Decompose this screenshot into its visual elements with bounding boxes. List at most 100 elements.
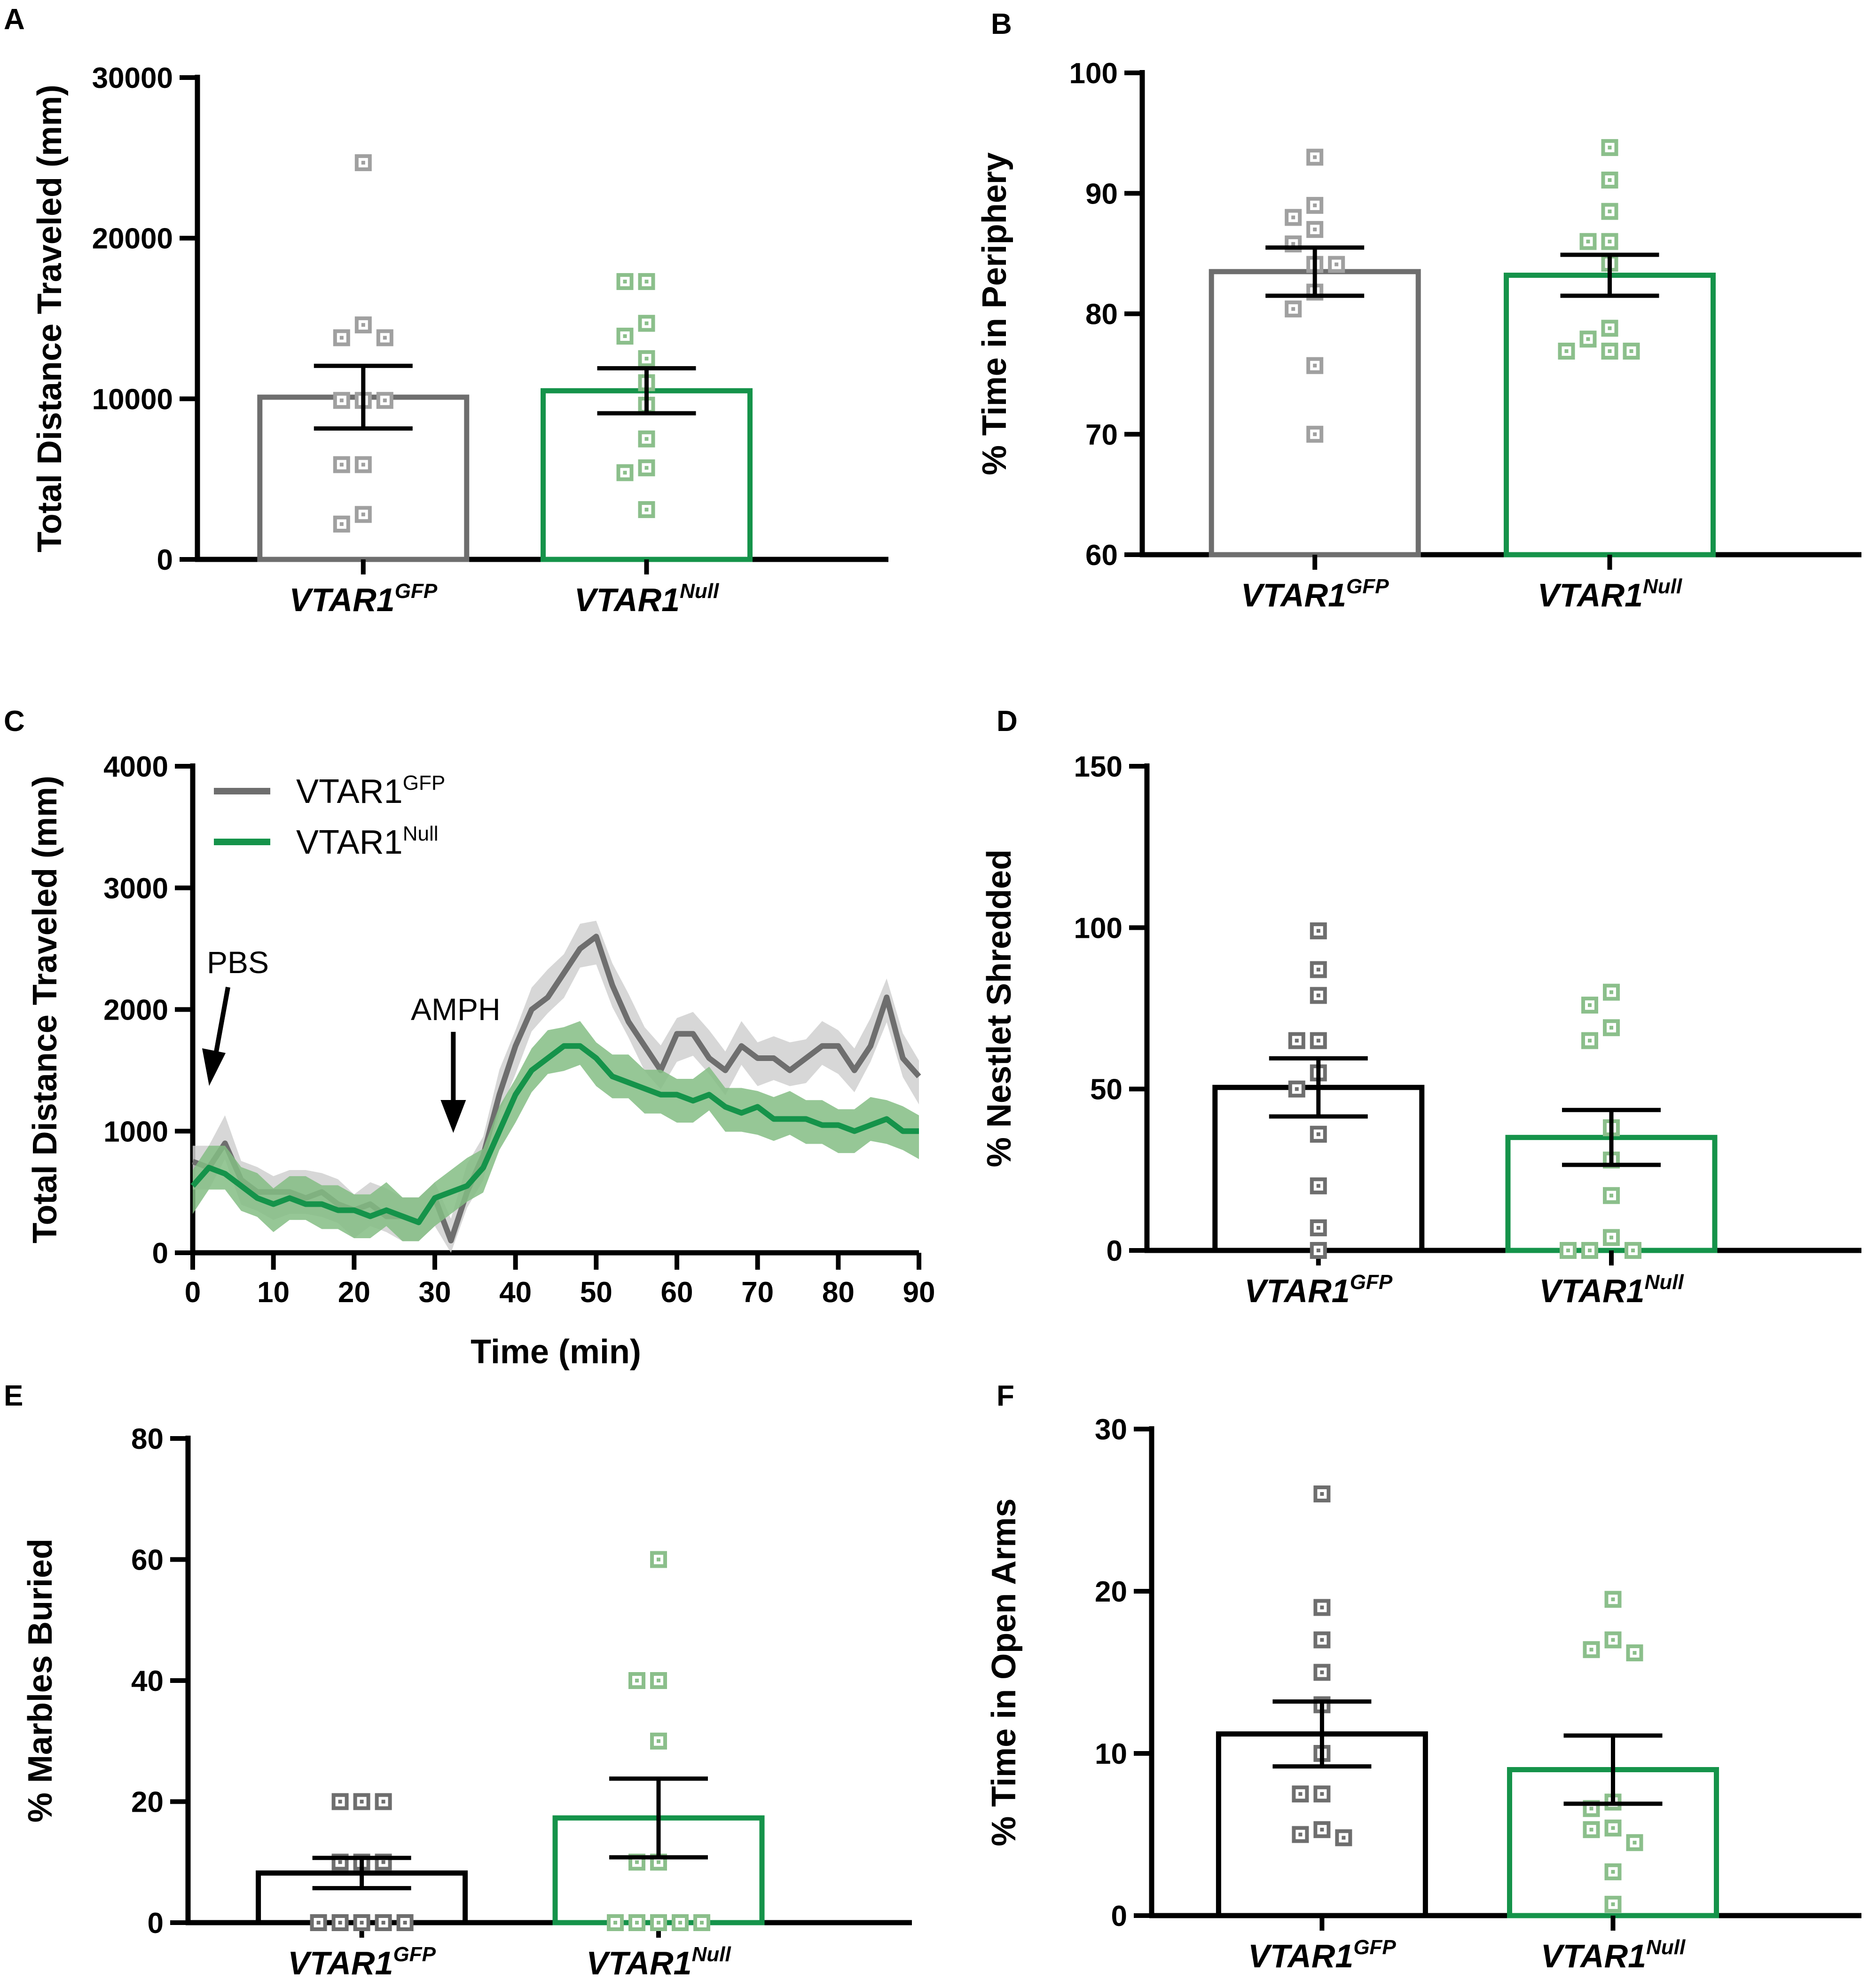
data-point-dot — [1608, 326, 1612, 330]
data-point-dot — [339, 336, 344, 340]
data-point-dot — [657, 1557, 660, 1562]
data-point-dot — [381, 1799, 385, 1804]
legend-entry: VTAR1GFP — [214, 771, 445, 810]
data-point-dot — [678, 1921, 682, 1925]
data-point-dot — [1611, 1638, 1615, 1642]
data-point-VTAR1GFP — [1292, 1826, 1309, 1843]
x-axis-title: Time (min) — [471, 1333, 641, 1371]
data-point-VTAR1Null — [1583, 1821, 1600, 1839]
data-point-dot — [1588, 1038, 1592, 1043]
data-point-marker — [1603, 1187, 1620, 1204]
data-point-marker — [1313, 1664, 1331, 1681]
data-point-dot — [361, 512, 365, 517]
data-point-dot — [1295, 1087, 1299, 1091]
data-point-dot — [1320, 1638, 1324, 1642]
y-tick-label: 150 — [1074, 751, 1122, 783]
data-point-marker — [650, 1914, 667, 1931]
legend-label-base: VTAR1 — [296, 824, 403, 861]
data-point-marker — [1285, 300, 1302, 318]
data-point-marker — [1604, 1591, 1622, 1608]
bar-VTAR1GFP — [1209, 269, 1421, 558]
data-point-dot — [1320, 1828, 1324, 1832]
data-point-dot — [657, 1739, 660, 1743]
data-point-marker — [1601, 342, 1618, 360]
panel-f-letter: F — [997, 1380, 1014, 1412]
data-point-dot — [361, 463, 365, 467]
data-point-dot — [1586, 337, 1590, 341]
data-point-dot — [644, 321, 649, 325]
data-point-marker — [376, 329, 393, 346]
data-point-VTAR1GFP — [1310, 961, 1327, 978]
data-point-marker — [628, 1914, 645, 1931]
data-point-dot — [339, 463, 344, 467]
data-point-VTAR1GFP — [375, 1793, 392, 1810]
data-point-dot — [1609, 1026, 1613, 1030]
data-point-VTAR1Null — [1603, 1229, 1620, 1246]
panel-b-letter: B — [991, 8, 1012, 40]
data-point-dot — [1588, 1249, 1592, 1252]
data-point-dot — [316, 1921, 321, 1925]
data-point-marker — [354, 316, 372, 334]
sem-band-VTAR1Null — [193, 1021, 919, 1241]
data-point-marker — [1306, 221, 1324, 238]
x-category-label-base: VTAR1 — [1538, 577, 1643, 613]
data-point-dot — [1316, 993, 1320, 998]
data-point-marker — [650, 1672, 667, 1689]
data-point-VTAR1Null — [616, 328, 634, 345]
data-point-VTAR1Null — [628, 1672, 645, 1689]
data-point-VTAR1Null — [1583, 1641, 1600, 1658]
data-point-dot — [1291, 242, 1295, 246]
y-tick-label: 40 — [131, 1665, 164, 1697]
panel-e-letter: E — [4, 1380, 23, 1412]
data-point-VTAR1GFP — [1310, 1032, 1327, 1049]
x-category-label-sup: Null — [1643, 575, 1682, 598]
data-point-dot — [1313, 432, 1317, 436]
y-tick-label: 80 — [131, 1423, 164, 1455]
data-point-VTAR1GFP — [1313, 1485, 1331, 1502]
data-point-VTAR1Null — [1601, 203, 1618, 220]
x-category-label-base: VTAR1 — [1248, 1938, 1353, 1974]
x-category-label-sup: GFP — [1346, 575, 1389, 598]
x-category-label-sup: GFP — [395, 580, 438, 603]
data-point-dot — [1608, 349, 1612, 353]
data-point-VTAR1Null — [1604, 1631, 1622, 1649]
x-tick-label: 80 — [822, 1276, 855, 1309]
x-category-label-base: VTAR1 — [586, 1945, 691, 1980]
legend-label-sup: GFP — [403, 771, 445, 794]
data-point-VTAR1GFP — [1288, 1080, 1305, 1098]
y-axis-title: Total Distance Traveled (mm) — [26, 776, 64, 1243]
data-point-dot — [644, 466, 649, 470]
data-point-VTAR1GFP — [1313, 1631, 1331, 1649]
data-point-dot — [1295, 1038, 1299, 1043]
data-point-VTAR1Null — [1581, 1242, 1598, 1259]
data-point-dot — [1313, 203, 1317, 207]
data-point-dot — [1629, 349, 1633, 353]
data-point-dot — [339, 398, 344, 402]
data-point-VTAR1GFP — [331, 1914, 349, 1931]
data-point-dot — [1609, 1235, 1613, 1240]
y-tick-label: 0 — [152, 1237, 168, 1270]
data-point-dot — [1291, 307, 1295, 311]
data-point-VTAR1GFP — [1313, 1785, 1331, 1803]
data-point-dot — [403, 1921, 407, 1925]
data-point-dot — [1631, 1249, 1635, 1252]
legend-entry: VTAR1Null — [214, 822, 439, 861]
data-point-VTAR1GFP — [1310, 922, 1327, 940]
panel-c-letter: C — [4, 705, 25, 738]
data-point-VTAR1Null — [607, 1914, 624, 1931]
data-point-VTAR1Null — [1604, 1863, 1622, 1880]
x-category-label: VTAR1GFP — [289, 580, 437, 618]
data-point-dot — [1342, 1836, 1346, 1840]
data-point-VTAR1Null — [1579, 233, 1597, 250]
data-point-marker — [1625, 1242, 1641, 1259]
data-point-dot — [383, 336, 387, 340]
data-point-dot — [1566, 1249, 1570, 1252]
data-point-dot — [381, 1921, 385, 1925]
y-tick-label: 0 — [1111, 1900, 1127, 1933]
data-point-VTAR1GFP — [1310, 1219, 1327, 1236]
legend-label: VTAR1Null — [296, 822, 439, 861]
y-tick-label: 4000 — [103, 751, 168, 783]
x-category-label-sup: Null — [1646, 1936, 1686, 1959]
data-point-dot — [1316, 1132, 1320, 1136]
data-point-dot — [1609, 1194, 1613, 1198]
